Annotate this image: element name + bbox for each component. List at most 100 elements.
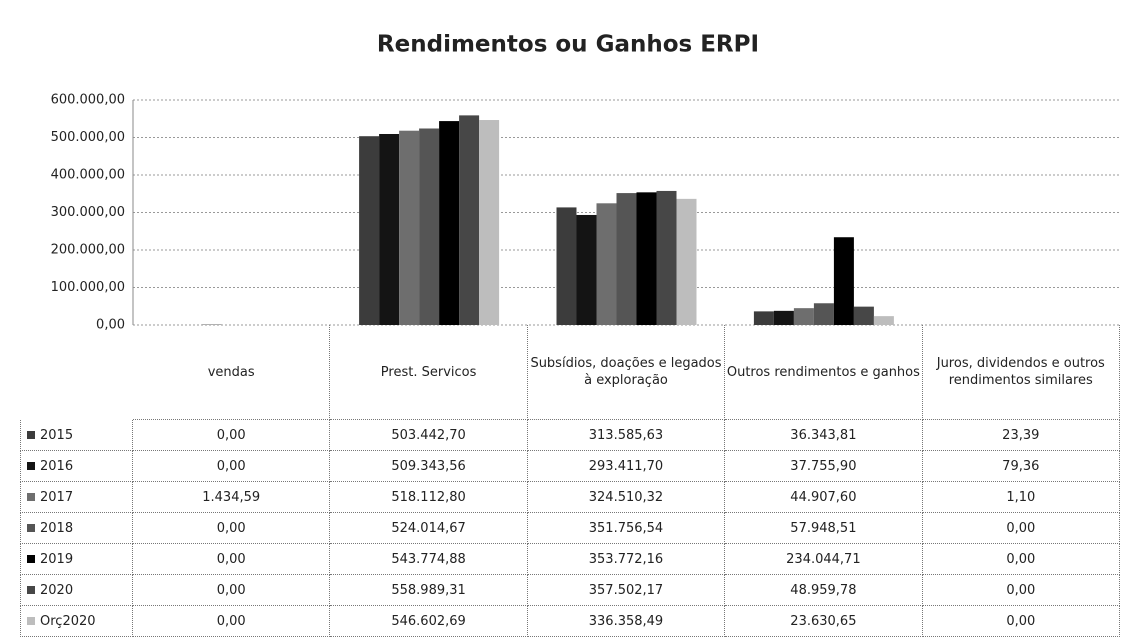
bar	[793, 308, 814, 325]
y-tick-label: 0,00	[96, 318, 125, 333]
data-label: 0,00	[133, 606, 331, 637]
data-label: 0,00	[133, 544, 331, 575]
data-label: 1.434,59	[133, 482, 331, 513]
data-label-text: 0,00	[216, 551, 246, 567]
data-label: 1,10	[922, 482, 1120, 513]
data-label: 0,00	[133, 513, 331, 544]
data-label-text: 57.948,51	[790, 520, 857, 536]
bar	[753, 311, 774, 325]
data-label: 293.411,70	[527, 451, 726, 482]
data-label: 353.772,16	[527, 544, 726, 575]
category-label-text: Subsídios, doações e legados à exploraçã…	[530, 356, 722, 388]
data-label: 524.014,67	[330, 513, 528, 544]
legend-key	[27, 493, 35, 501]
data-label: 23,39	[922, 420, 1120, 451]
category-label-text: Juros, dividendos e outros rendimentos s…	[936, 356, 1105, 388]
category-label-text: Outros rendimentos e ganhos	[726, 364, 920, 380]
legend-key	[27, 431, 35, 439]
legend-label: 2015	[40, 427, 74, 443]
legend-label: 2016	[40, 458, 74, 474]
data-label-text: 503.442,70	[391, 427, 466, 443]
data-label: 0,00	[922, 544, 1120, 575]
bar	[656, 190, 677, 325]
data-label-text: 79,36	[1002, 458, 1040, 474]
legend-entry: Orç2020	[20, 606, 133, 637]
legend-key	[27, 462, 35, 470]
y-tick-label: 300.000,00	[51, 205, 125, 220]
bar	[379, 133, 400, 325]
bar	[556, 207, 577, 325]
data-label-text: 234.044,71	[786, 551, 861, 567]
bar	[359, 136, 380, 325]
data-label: 37.755,90	[725, 451, 923, 482]
data-label-text: 23.630,65	[790, 613, 857, 629]
bar	[813, 303, 834, 325]
legend-label: 2018	[40, 520, 74, 536]
legend-entry: 2016	[20, 451, 133, 482]
data-label: 509.343,56	[330, 451, 528, 482]
data-label: 351.756,54	[527, 513, 726, 544]
data-label-text: 0,00	[216, 520, 246, 536]
legend-key	[27, 524, 35, 532]
legend-entry: 2017	[20, 482, 133, 513]
legend-entry: 2015	[20, 420, 133, 451]
bar	[636, 192, 657, 325]
data-label-text: 1,10	[1006, 489, 1036, 505]
y-tick-label: 100.000,00	[51, 280, 125, 295]
data-label: 79,36	[922, 451, 1120, 482]
data-label-text: 336.358,49	[588, 613, 664, 629]
data-label-text: 313.585,63	[588, 427, 664, 443]
data-label: 0,00	[133, 451, 331, 482]
data-label-text: 1.434,59	[202, 489, 261, 505]
data-label-text: 524.014,67	[391, 520, 466, 536]
data-label: 0,00	[133, 575, 331, 606]
bar	[479, 120, 500, 326]
data-label: 357.502,17	[527, 575, 726, 606]
data-label-text: 37.755,90	[790, 458, 857, 474]
category-label: Subsídios, doações e legados à exploraçã…	[527, 325, 726, 420]
bar	[773, 310, 794, 325]
legend-entry: 2018	[20, 513, 133, 544]
data-label-text: 509.343,56	[391, 458, 466, 474]
data-label-text: 0,00	[216, 613, 246, 629]
legend-entry: 2020	[20, 575, 133, 606]
y-tick-label: 400.000,00	[51, 168, 125, 183]
data-label: 336.358,49	[527, 606, 726, 637]
data-label: 23.630,65	[725, 606, 923, 637]
data-label: 0,00	[922, 513, 1120, 544]
data-label: 546.602,69	[330, 606, 528, 637]
bar	[439, 121, 460, 326]
data-label: 558.989,31	[330, 575, 528, 606]
data-label: 313.585,63	[527, 420, 726, 451]
data-label: 0,00	[922, 606, 1120, 637]
y-tick-label: 500.000,00	[51, 130, 125, 145]
bar	[616, 193, 637, 325]
category-label: Outros rendimentos e ganhos	[725, 325, 923, 420]
category-label-text: vendas	[207, 364, 255, 380]
data-label: 503.442,70	[330, 420, 528, 451]
data-label-text: 293.411,70	[588, 458, 664, 474]
legend-key	[27, 617, 35, 625]
data-label: 0,00	[133, 420, 331, 451]
data-label-text: 36.343,81	[790, 427, 857, 443]
chart-title: Rendimentos ou Ganhos ERPI	[377, 32, 759, 58]
data-label-text: 0,00	[216, 582, 246, 598]
data-label-text: 0,00	[1006, 582, 1036, 598]
data-label: 0,00	[922, 575, 1120, 606]
bar	[399, 130, 420, 325]
data-label-text: 0,00	[216, 458, 246, 474]
data-label: 324.510,32	[527, 482, 726, 513]
data-label: 36.343,81	[725, 420, 923, 451]
legend-label: 2017	[40, 489, 74, 505]
data-label-text: 0,00	[1006, 520, 1036, 536]
y-tick-label: 600.000,00	[51, 93, 125, 108]
bar	[201, 324, 222, 325]
data-label-text: 518.112,80	[391, 489, 466, 505]
bar	[459, 115, 480, 326]
category-label: Juros, dividendos e outros rendimentos s…	[922, 325, 1120, 420]
data-label: 518.112,80	[330, 482, 528, 513]
data-label-text: 351.756,54	[588, 520, 664, 536]
data-label-text: 357.502,17	[588, 582, 664, 598]
